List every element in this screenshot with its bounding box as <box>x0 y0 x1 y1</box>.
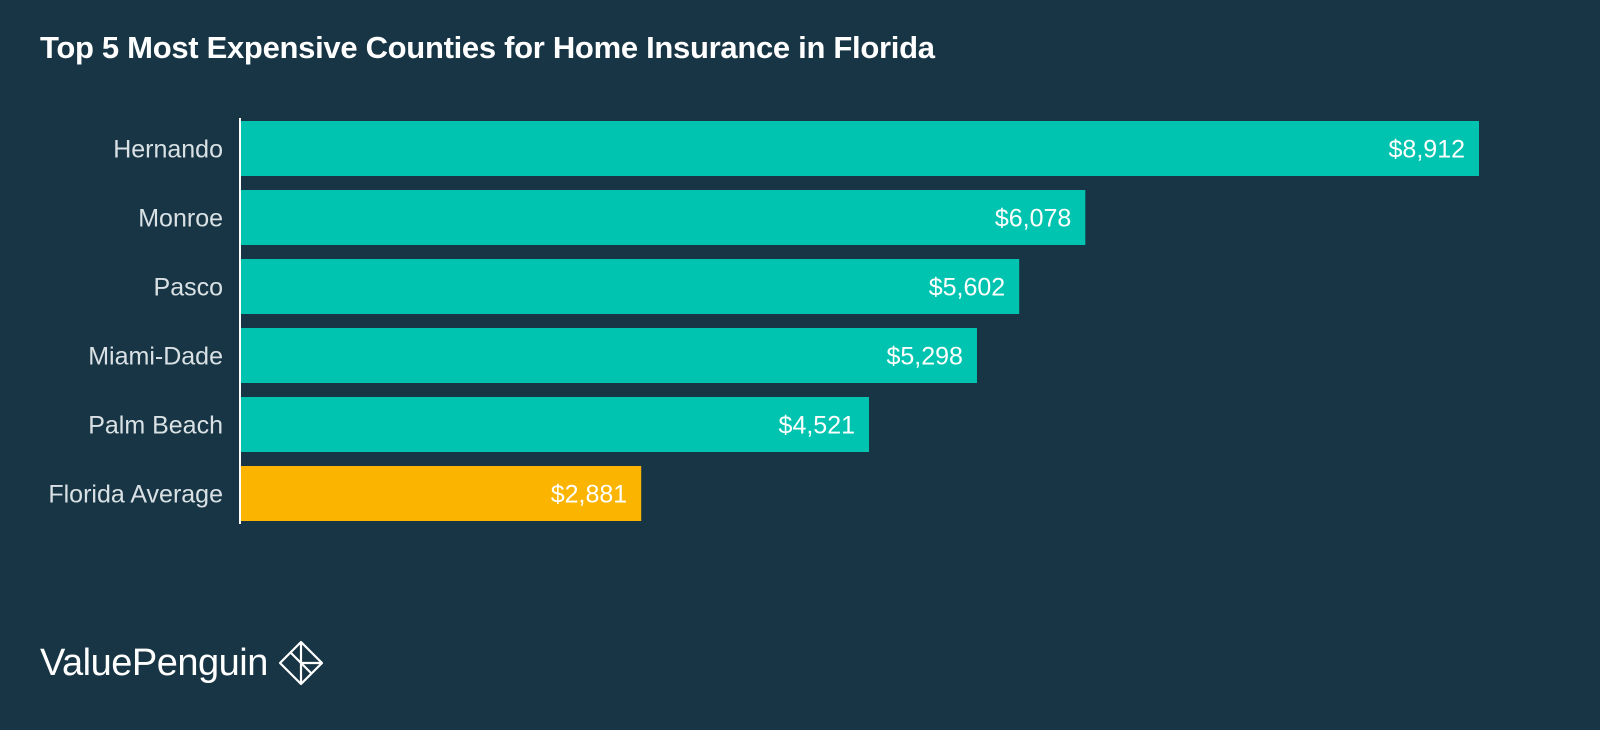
category-label: Hernando <box>113 136 223 164</box>
value-label: $2,881 <box>551 481 627 509</box>
brand-logo: ValuePenguin <box>40 640 324 686</box>
chart-title: Top 5 Most Expensive Counties for Home I… <box>40 30 935 65</box>
category-label: Monroe <box>138 205 223 233</box>
bar <box>241 259 1020 314</box>
category-label: Florida Average <box>48 481 223 509</box>
bar <box>241 190 1086 245</box>
bar <box>241 397 870 452</box>
category-label: Palm Beach <box>88 412 223 440</box>
value-label: $4,521 <box>779 412 855 440</box>
value-label: $8,912 <box>1389 136 1465 164</box>
category-label: Miami-Dade <box>88 343 223 371</box>
value-label: $5,298 <box>886 343 962 371</box>
value-label: $6,078 <box>995 205 1071 233</box>
bar <box>241 121 1479 176</box>
valuepenguin-diamond-icon <box>278 640 323 686</box>
brand-name: ValuePenguin <box>40 641 268 684</box>
bar <box>241 328 977 383</box>
value-label: $5,602 <box>929 274 1005 302</box>
category-label: Pasco <box>154 274 223 302</box>
bar-chart: Hernando $8,912 Monroe $6,078 Pasco $5,602 Mia… <box>48 118 1479 524</box>
bar <box>241 466 642 521</box>
